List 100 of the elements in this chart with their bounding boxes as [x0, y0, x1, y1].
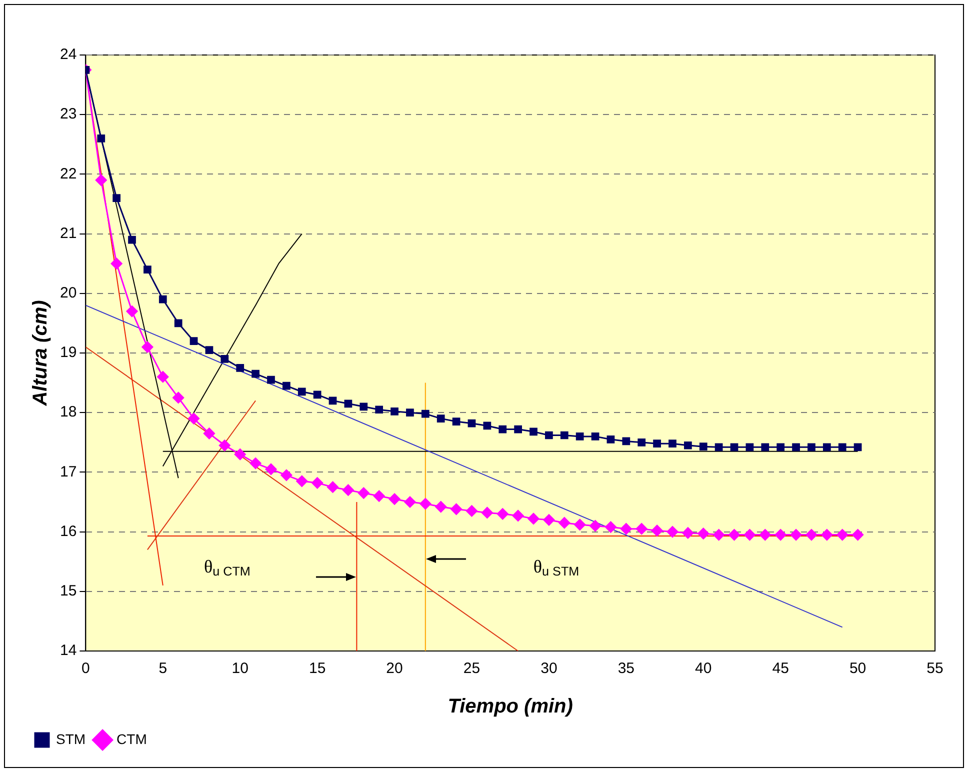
point [574, 518, 586, 530]
point [790, 529, 802, 541]
point [190, 337, 198, 346]
point [638, 438, 646, 446]
point [282, 382, 290, 390]
point [604, 521, 616, 533]
point [854, 443, 862, 452]
point [280, 469, 292, 481]
y-tick-label: 19 [60, 344, 77, 362]
point [713, 529, 725, 541]
point [327, 481, 339, 493]
point [436, 414, 445, 422]
point [404, 496, 416, 508]
point [142, 341, 154, 353]
x-tick-label: 0 [82, 660, 90, 678]
point [328, 396, 337, 405]
point [406, 408, 414, 417]
x-tick-label: 45 [772, 660, 789, 678]
point [358, 487, 370, 499]
point [390, 407, 398, 416]
point [420, 498, 432, 510]
point [296, 475, 308, 487]
x-tick-label: 25 [463, 660, 480, 678]
point [512, 510, 524, 522]
point [728, 529, 740, 541]
x-tick-label: 30 [540, 660, 558, 678]
y-tick-label: 15 [60, 582, 77, 600]
point [808, 443, 816, 452]
y-tick-label: 17 [60, 463, 77, 480]
point [158, 295, 167, 304]
point [560, 431, 568, 440]
point [95, 174, 107, 186]
point [558, 517, 570, 529]
point [481, 506, 493, 518]
point [836, 529, 848, 541]
point [312, 477, 324, 489]
point [128, 236, 136, 244]
point [606, 435, 615, 444]
point [653, 440, 661, 448]
point [250, 458, 262, 470]
point [792, 443, 800, 452]
point [682, 527, 694, 539]
point [388, 493, 400, 505]
y-tick-label: 23 [60, 106, 77, 123]
y-axis-title: Altura (cm) [30, 300, 52, 407]
point [821, 529, 833, 541]
point [452, 418, 460, 426]
point [590, 520, 602, 532]
point [157, 371, 169, 383]
point [776, 443, 785, 452]
point [466, 505, 478, 517]
point [344, 400, 352, 408]
x-tick-label: 10 [232, 660, 248, 678]
point [203, 428, 215, 440]
point [220, 355, 229, 363]
point [483, 422, 492, 430]
point [622, 437, 630, 446]
y-tick-label: 24 [60, 46, 77, 64]
x-tick-label: 35 [618, 660, 634, 678]
point [730, 443, 738, 452]
point [668, 440, 676, 448]
y-tick-label: 20 [60, 284, 77, 302]
x-tick-label: 55 [926, 660, 944, 678]
legend-label: STM [56, 730, 86, 747]
point [298, 388, 306, 396]
point [126, 306, 138, 318]
point [112, 194, 120, 202]
point [188, 412, 200, 424]
point [806, 529, 818, 541]
point [110, 258, 122, 270]
point [172, 392, 184, 404]
point [528, 512, 540, 524]
point [144, 266, 152, 274]
point [514, 425, 522, 434]
x-axis-title: Tiempo (min) [448, 696, 574, 718]
point [360, 402, 368, 411]
y-tick-label: 14 [60, 642, 77, 660]
point [838, 443, 846, 452]
point [636, 523, 648, 535]
x-tick-label: 40 [695, 660, 712, 678]
point [591, 432, 600, 440]
point [252, 370, 260, 378]
point [620, 523, 632, 535]
point [666, 526, 678, 538]
point [174, 319, 182, 328]
point [822, 443, 831, 452]
point [267, 376, 275, 384]
y-tick-label: 22 [60, 165, 77, 182]
point [684, 441, 692, 450]
point [450, 503, 462, 515]
point [421, 410, 430, 418]
point [746, 443, 754, 452]
y-tick-label: 21 [60, 224, 77, 242]
y-tick-label: 18 [60, 404, 77, 421]
point [373, 490, 385, 502]
y-tick-label: 16 [60, 522, 77, 540]
point [498, 425, 507, 434]
point [759, 529, 771, 541]
point [651, 524, 663, 536]
point [530, 428, 538, 436]
